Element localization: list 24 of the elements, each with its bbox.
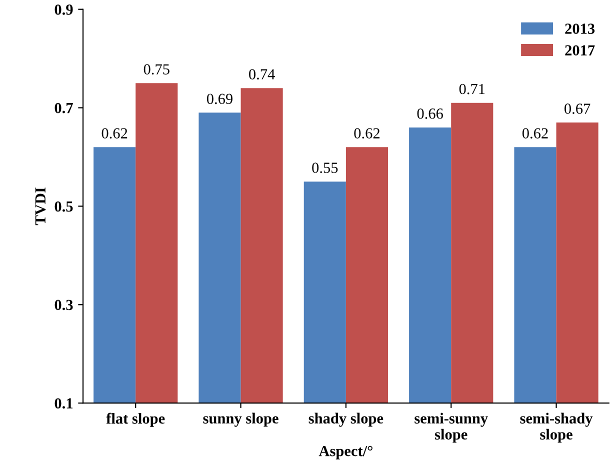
data-label: 0.67 (564, 104, 590, 114)
data-label: 0.71 (459, 84, 485, 94)
x-tick-label: semi-sunny slope (414, 412, 488, 443)
data-label: 0.75 (144, 64, 170, 75)
x-axis-title: Aspect/° (318, 446, 372, 460)
y-tick-label: 0.3 (54, 300, 73, 310)
data-label: 0.66 (417, 108, 443, 119)
x-tick-label: semi-shady slope (520, 412, 593, 443)
data-label: 0.62 (102, 128, 128, 139)
y-tick-label: 0.5 (54, 201, 73, 212)
legend-label: 2013 (565, 24, 595, 34)
data-label: 0.55 (312, 162, 338, 173)
data-label: 0.62 (522, 128, 548, 139)
data-label: 0.69 (206, 94, 232, 104)
legend-label: 2017 (565, 45, 595, 56)
data-label: 0.74 (249, 69, 275, 80)
x-tick-label: flat slope (106, 412, 165, 427)
y-tick-label: 0.9 (54, 4, 73, 15)
y-axis-title: TVDI (35, 188, 46, 226)
data-label: 0.62 (354, 128, 380, 139)
y-tick-label: 0.7 (54, 102, 73, 114)
y-tick-label: 0.1 (54, 398, 73, 409)
x-tick-label: shady slope (308, 412, 384, 427)
x-tick-label: sunny slope (203, 412, 278, 427)
